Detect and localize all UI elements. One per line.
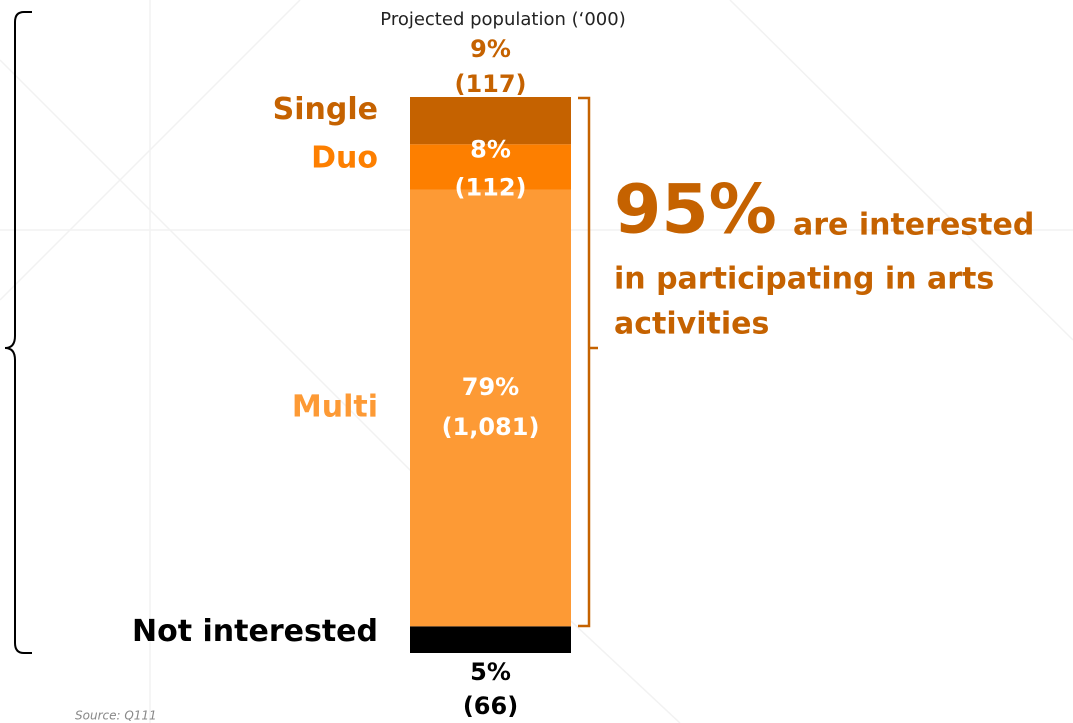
callout-text: in participating in arts [614,262,994,297]
bar-segment [410,189,571,627]
callout-text: activities [614,307,769,342]
bar-segment [410,144,571,190]
value-label: (117) [454,70,526,98]
bar-segment [410,626,571,653]
share-label: 9% [470,35,511,63]
share-label: 5% [470,658,511,686]
category-label: Duo [311,140,378,175]
bar-segment [410,97,571,145]
value-label: (66) [463,692,518,720]
source-note: Source: Q111 [75,709,157,723]
callout-figure: 95% [614,171,777,250]
category-label: Single [273,92,378,127]
category-label: Not interested [132,614,378,649]
value-label: (1,081) [442,413,540,441]
value-label: (112) [454,173,526,201]
left-brace [4,11,32,654]
right-bracket [578,96,598,628]
chart-title: Projected population (‘000) [380,9,625,30]
callout-text: are interested [793,208,1034,243]
share-label: 79% [462,373,519,401]
share-label: 8% [470,135,511,163]
category-label: Multi [292,389,378,424]
